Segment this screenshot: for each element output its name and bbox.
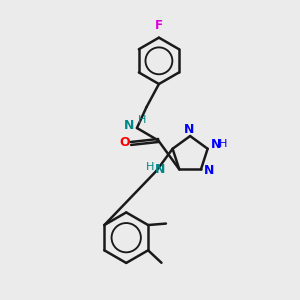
Text: N: N <box>211 138 221 151</box>
Text: N: N <box>204 164 214 177</box>
Text: N: N <box>184 123 195 136</box>
Text: H: H <box>138 115 146 125</box>
Text: H: H <box>146 162 154 172</box>
Text: N: N <box>123 118 134 131</box>
Text: H: H <box>219 139 227 149</box>
Text: O: O <box>119 136 130 149</box>
Text: F: F <box>155 19 163 32</box>
Text: N: N <box>154 163 165 176</box>
